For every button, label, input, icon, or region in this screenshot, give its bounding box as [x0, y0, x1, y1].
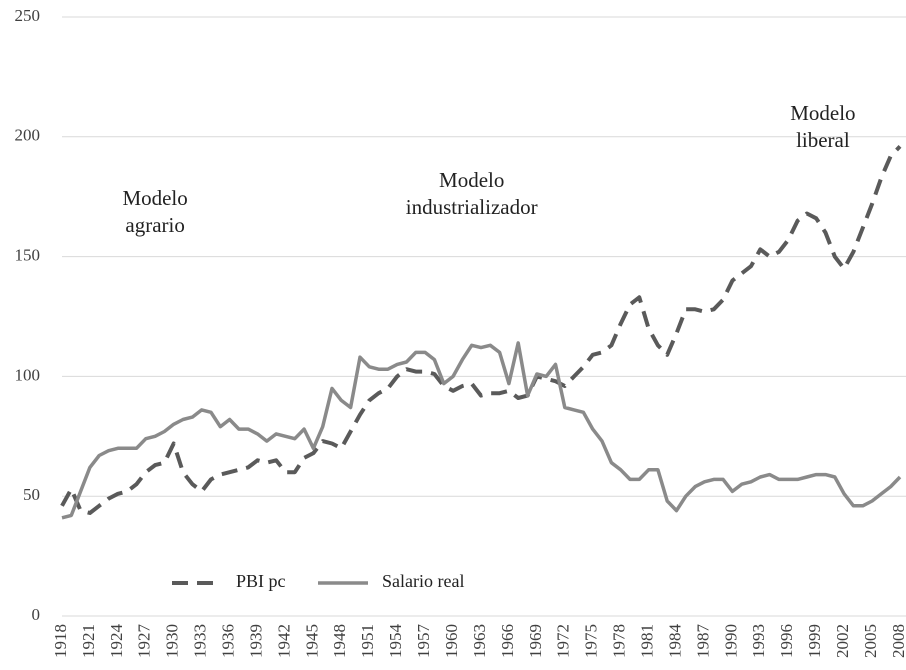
x-tick-label: 1930 — [163, 624, 182, 658]
y-tick-label: 150 — [15, 246, 41, 265]
series-line — [60, 145, 902, 515]
x-tick-label: 1933 — [191, 624, 210, 658]
annotation: Modelo — [439, 168, 504, 192]
annotation: Modelo — [122, 186, 187, 210]
x-tick-label: 1993 — [749, 624, 768, 658]
x-tick-label: 1942 — [274, 624, 293, 658]
x-tick-label: 1960 — [442, 624, 461, 658]
x-tick-label: 1990 — [721, 624, 740, 658]
x-tick-label: 1945 — [302, 624, 321, 658]
annotation: agrario — [125, 213, 184, 237]
x-tick-label: 1972 — [554, 624, 573, 658]
y-tick-label: 0 — [32, 605, 41, 624]
x-tick-label: 1948 — [330, 624, 349, 658]
annotation: Modelo — [790, 101, 855, 125]
x-tick-label: 2002 — [833, 624, 852, 658]
legend-label: Salario real — [382, 571, 464, 591]
y-tick-label: 250 — [15, 6, 41, 25]
x-tick-label: 1969 — [526, 624, 545, 658]
x-tick-label: 2008 — [889, 624, 906, 658]
series-line — [61, 341, 902, 520]
annotation: industrializador — [406, 195, 538, 219]
x-tick-label: 1921 — [79, 624, 98, 658]
x-tick-label: 1927 — [135, 624, 154, 659]
x-tick-label: 1975 — [582, 624, 601, 658]
x-tick-label: 1951 — [358, 624, 377, 658]
y-tick-label: 200 — [15, 126, 41, 145]
x-tick-label: 1966 — [498, 624, 517, 658]
x-tick-label: 1963 — [470, 624, 489, 658]
y-tick-label: 50 — [23, 485, 40, 504]
y-tick-label: 100 — [15, 365, 41, 384]
x-tick-label: 1981 — [638, 624, 657, 658]
x-tick-label: 1957 — [414, 624, 433, 659]
x-tick-label: 1987 — [693, 624, 712, 659]
x-tick-label: 1918 — [51, 624, 70, 658]
x-tick-label: 1978 — [610, 624, 629, 658]
x-tick-label: 1954 — [386, 624, 405, 659]
x-tick-label: 2005 — [861, 624, 880, 658]
x-tick-label: 1984 — [665, 624, 684, 659]
legend-label: PBI pc — [236, 571, 286, 591]
x-tick-label: 1939 — [246, 624, 265, 658]
x-tick-label: 1924 — [107, 624, 126, 659]
x-tick-label: 1936 — [219, 624, 238, 658]
annotation: liberal — [796, 128, 850, 152]
x-tick-label: 1999 — [805, 624, 824, 658]
x-tick-label: 1996 — [777, 624, 796, 658]
